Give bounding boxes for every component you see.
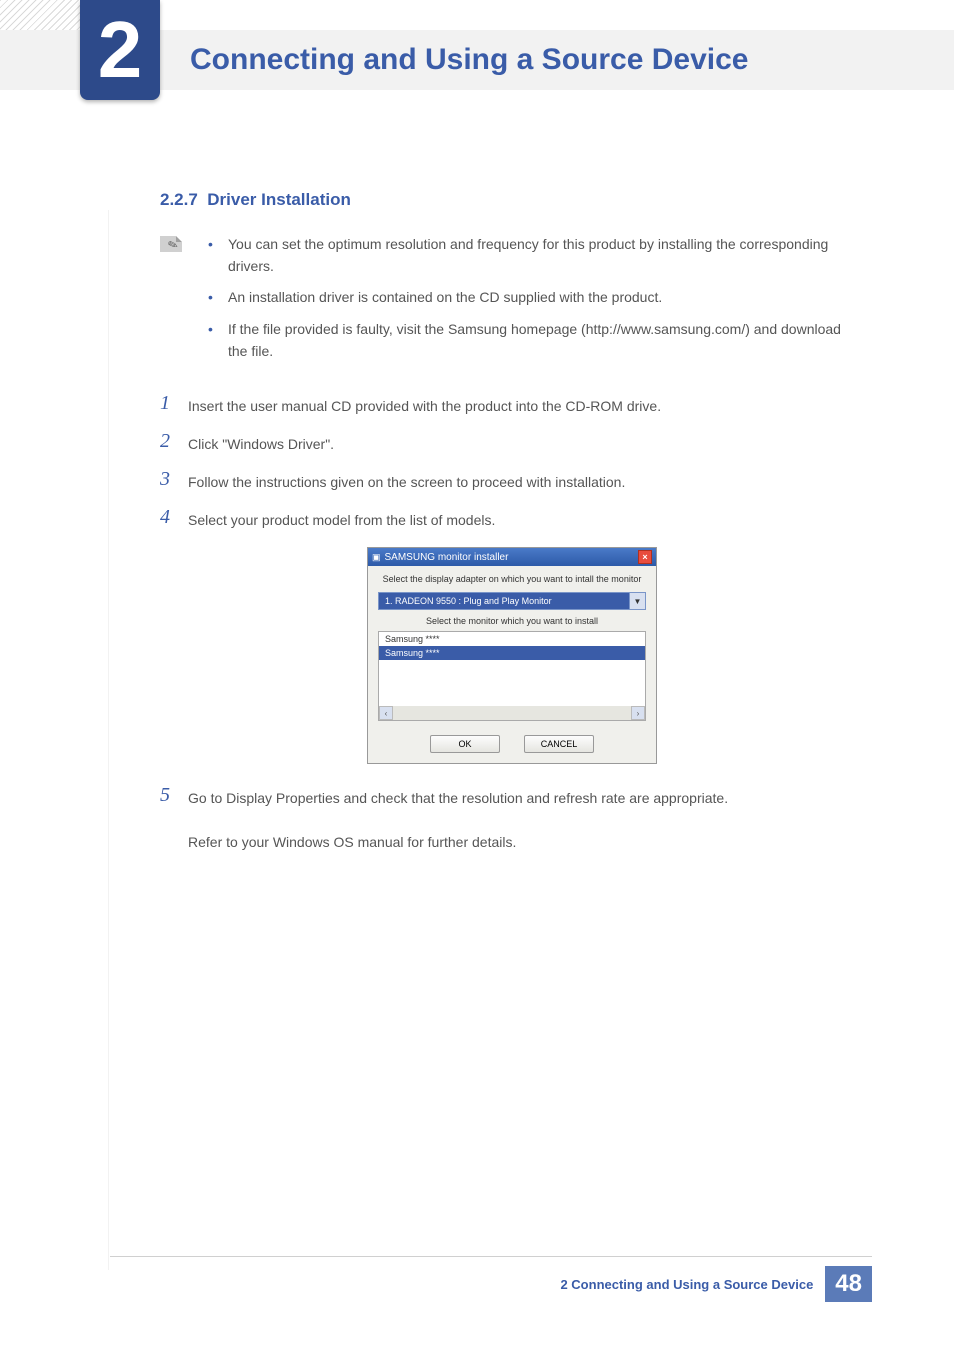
step-number: 1 [160,392,188,415]
note-bullet-list: You can set the optimum resolution and f… [204,234,864,372]
scroll-right-icon[interactable]: › [631,706,645,720]
chapter-number: 2 [98,10,143,90]
installer-dialog: ▣ SAMSUNG monitor installer × Select the… [367,547,657,764]
steps-list: 1 Insert the user manual CD provided wit… [160,392,864,531]
chapter-number-badge: 2 [80,0,160,100]
page-content: 2.2.7 Driver Installation You can set th… [160,190,864,865]
step-number: 5 [160,784,188,807]
close-icon[interactable]: × [638,550,652,564]
step-text: Follow the instructions given on the scr… [188,468,864,494]
step-text: Insert the user manual CD provided with … [188,392,864,418]
note-block: You can set the optimum resolution and f… [160,234,864,372]
step-5-line-2: Refer to your Windows OS manual for furt… [188,834,516,850]
step-text: Select your product model from the list … [188,506,864,532]
note-item: An installation driver is contained on t… [204,287,864,309]
page-footer: 2 Connecting and Using a Source Device 4… [0,1266,954,1302]
monitor-listbox[interactable]: Samsung **** Samsung **** ‹ › [378,631,646,721]
installer-title: SAMSUNG monitor installer [385,552,638,563]
installer-titlebar: ▣ SAMSUNG monitor installer × [368,548,656,566]
section-heading: 2.2.7 Driver Installation [160,190,864,210]
steps-list-continued: 5 Go to Display Properties and check tha… [160,784,864,853]
scroll-left-icon[interactable]: ‹ [379,706,393,720]
chevron-down-icon: ▼ [629,593,645,609]
dropdown-value: 1. RADEON 9550 : Plug and Play Monitor [379,593,629,609]
list-item[interactable]: Samsung **** [379,632,645,646]
step-number: 3 [160,468,188,491]
footer-chapter-label: 2 Connecting and Using a Source Device [560,1277,813,1292]
installer-button-row: OK CANCEL [378,735,646,753]
horizontal-scrollbar[interactable]: ‹ › [379,706,645,720]
note-item: You can set the optimum resolution and f… [204,234,864,277]
note-icon [160,236,182,252]
step-5-line-1: Go to Display Properties and check that … [188,790,728,806]
window-app-icon: ▣ [372,552,381,563]
step-item: 4 Select your product model from the lis… [160,506,864,532]
step-text: Click "Windows Driver". [188,430,864,456]
step-item: 3 Follow the instructions given on the s… [160,468,864,494]
section-number: 2.2.7 [160,190,198,209]
display-adapter-dropdown[interactable]: 1. RADEON 9550 : Plug and Play Monitor ▼ [378,592,646,610]
step-number: 4 [160,506,188,529]
step-item: 2 Click "Windows Driver". [160,430,864,456]
chapter-title: Connecting and Using a Source Device [190,43,748,77]
left-margin-rule [108,210,109,1270]
section-title: Driver Installation [207,190,351,209]
installer-caption-2: Select the monitor which you want to ins… [378,616,646,626]
ok-button[interactable]: OK [430,735,500,753]
step-number: 2 [160,430,188,453]
installer-body: Select the display adapter on which you … [368,566,656,763]
list-item-selected[interactable]: Samsung **** [379,646,645,660]
step-text: Go to Display Properties and check that … [188,784,864,853]
installer-caption-1: Select the display adapter on which you … [378,574,646,584]
step-item: 1 Insert the user manual CD provided wit… [160,392,864,418]
footer-rule [110,1256,872,1257]
page-number-badge: 48 [825,1266,872,1302]
step-item: 5 Go to Display Properties and check tha… [160,784,864,853]
cancel-button[interactable]: CANCEL [524,735,594,753]
note-item: If the file provided is faulty, visit th… [204,319,864,362]
